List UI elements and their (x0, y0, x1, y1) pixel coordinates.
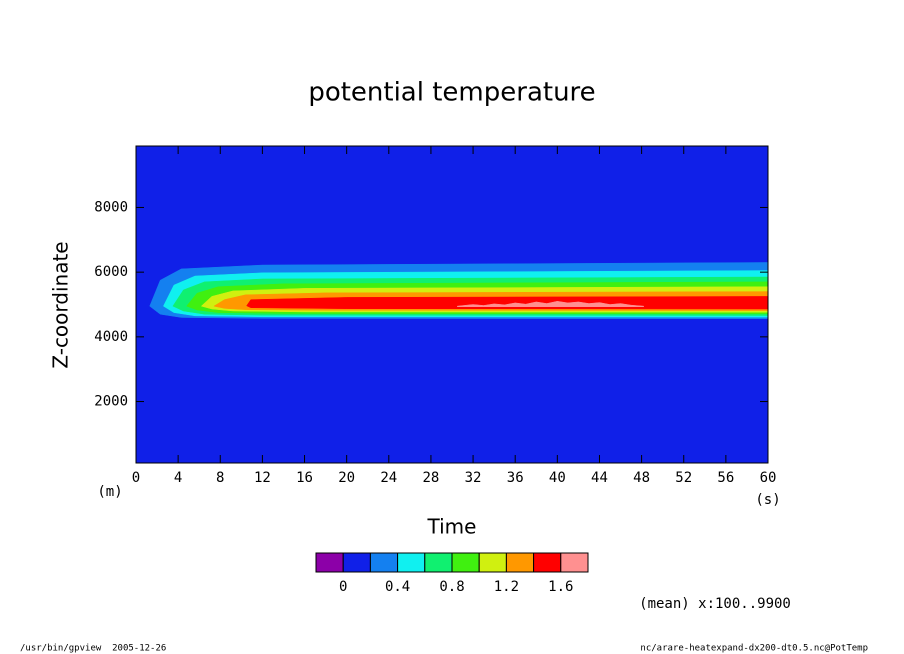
colorbar-label: 0.4 (385, 579, 410, 595)
y-tick-label: 6000 (94, 264, 128, 280)
x-tick-label: 44 (591, 470, 608, 486)
x-tick-label: 8 (216, 470, 224, 486)
colorbar-box (478, 552, 507, 573)
y-axis-label: Z-coordinate (49, 241, 73, 368)
colorbar-box (560, 552, 589, 573)
plot-frame (135, 145, 769, 464)
colorbar-box (505, 552, 535, 573)
colorbar-label: 0.8 (439, 579, 464, 595)
footer-left: /usr/bin/gpview 2005-12-26 (20, 644, 166, 654)
x-tick-label: 0 (132, 470, 140, 486)
colorbar-label: 1.6 (548, 579, 573, 595)
colorbar-box (451, 552, 480, 573)
colorbar-box (342, 552, 371, 573)
x-tick-label: 32 (465, 470, 482, 486)
y-tick-label: 4000 (94, 329, 128, 345)
colorbar-box (424, 552, 453, 573)
colorbar-label: 0 (339, 579, 347, 595)
contour-region (457, 301, 644, 308)
annotation: (mean) x:100..9900 (639, 596, 791, 612)
chart-title: potential temperature (308, 78, 595, 108)
y-unit: (m) (97, 484, 122, 500)
colorbar-box (315, 552, 344, 573)
y-tick-label: 8000 (94, 199, 128, 215)
x-tick-label: 12 (254, 470, 271, 486)
x-tick-label: 28 (423, 470, 440, 486)
footer-right: nc/arare-heatexpand-dx200-dt0.5.nc@PotTe… (640, 644, 868, 654)
x-tick-label: 52 (675, 470, 692, 486)
x-unit: (s) (755, 492, 780, 508)
colorbar-box (397, 552, 426, 573)
x-tick-label: 20 (338, 470, 355, 486)
x-tick-label: 16 (296, 470, 313, 486)
x-tick-label: 56 (717, 470, 734, 486)
x-tick-label: 48 (633, 470, 650, 486)
x-axis-label: Time (427, 515, 477, 539)
colorbar-label: 1.2 (494, 579, 519, 595)
x-tick-label: 40 (549, 470, 566, 486)
x-tick-label: 4 (174, 470, 182, 486)
y-tick-label: 2000 (94, 394, 128, 410)
colorbar-box (533, 552, 562, 573)
contour-region (246, 296, 769, 310)
colorbar-box (369, 552, 399, 573)
x-tick-label: 24 (380, 470, 397, 486)
x-tick-label: 60 (760, 470, 777, 486)
x-tick-label: 36 (507, 470, 524, 486)
